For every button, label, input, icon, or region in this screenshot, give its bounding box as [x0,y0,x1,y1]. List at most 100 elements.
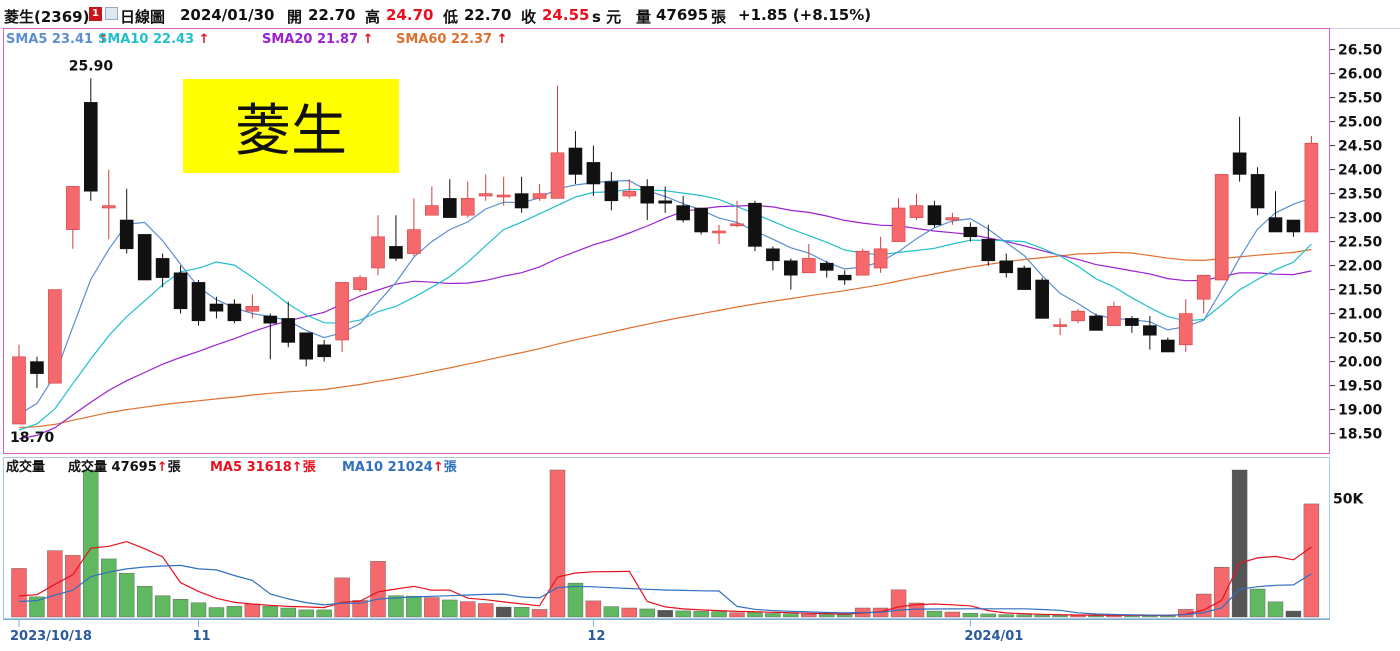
volume-bar [1178,609,1194,618]
candle [963,222,978,242]
time-tick-label: 11 [193,629,211,644]
volume-bar [280,607,296,618]
candle-body [353,277,367,290]
candle [550,85,565,199]
volume-bar [585,600,602,618]
candle-body [1250,174,1265,209]
candle-body [712,230,726,234]
ma-legend-item: SMA5 23.41 [6,32,98,47]
up-arrow-icon: ↑ [157,460,168,475]
volume-bar [316,609,332,618]
candle [281,301,296,348]
period-checkbox-icon[interactable] [105,7,118,20]
volume-bar [531,609,548,618]
price-tick-label: 22.00 [1338,259,1383,275]
volume-bar [1052,615,1068,618]
volume-bar [334,577,350,618]
volume-bar [495,606,512,618]
volume-bar [1267,601,1284,618]
alert-badge[interactable]: 1 [89,7,102,21]
time-tick-label: 12 [587,629,605,644]
volume-legend-ma10: MA10 21024 [342,460,433,475]
chart-kind-label[interactable]: 日線圖 [120,8,166,26]
low-annotation: 18.70 [10,430,55,446]
close-suffix: s 元 [592,8,622,26]
volume-bar [765,613,781,618]
volume-bar [101,558,117,618]
volume-ma10-line [18,564,1312,616]
up-arrow-icon: ↑ [433,460,444,475]
volume-bar [406,595,422,618]
volume-bar [424,597,440,618]
volume-bar [513,607,530,618]
volume-bar [1249,588,1266,618]
candle [748,200,762,252]
candle-body [1286,219,1301,233]
candle-body [478,193,493,197]
quote-date: 2024/01/30 [180,6,275,24]
stock-name: 菱生(2369) [4,8,90,26]
candle-body [622,190,637,197]
candle-body [1178,313,1193,346]
price-axis: 26.50 26.00 25.50 25.00 24.50 24.00 23.50 23.00… [1330,43,1383,443]
candle [1053,318,1067,336]
candle [1304,136,1319,233]
candle [801,244,816,274]
volume-legend-unit: 張 [168,460,182,475]
volume-bar [370,561,386,618]
candle-body [730,223,744,227]
volume-bar [118,572,135,618]
candle-body [604,181,619,202]
volume-bar [65,555,81,618]
low-value: 22.70 [464,6,512,24]
candle [676,196,690,223]
candle-body [173,272,188,310]
price-tick-label: 23.50 [1338,187,1383,203]
volume-ma5-line [18,540,1312,617]
candle-body [407,229,421,254]
high-value: 24.70 [386,6,434,24]
candle [478,174,493,201]
candle [1071,308,1085,324]
volume-bar [639,608,655,618]
candle-body [784,260,798,276]
candle-body [981,238,996,262]
volume-bar [442,599,458,618]
volume-bar [388,595,404,618]
volume-legend-value: 成交量 47695 [68,459,157,475]
price-tick-label: 25.00 [1338,115,1383,131]
volume-bar [1285,610,1302,618]
candle [712,224,726,244]
candle [1214,174,1229,281]
volume-bar [944,611,961,618]
candle [1035,277,1049,319]
volume-bars-layer [11,469,1320,618]
volume-bar [83,469,99,618]
candle [1178,299,1193,352]
volume-bar [711,611,727,618]
candle [1143,316,1157,350]
candle-body [891,207,906,242]
candle-body [84,102,98,192]
sma60-line [18,248,1312,429]
volume-bar [244,603,261,618]
candle-body [855,250,870,276]
sma20-layer [18,204,1312,440]
up-arrow-icon: ↑ [199,32,210,47]
volume-bar [460,601,476,618]
candle-body [658,200,673,204]
candle [155,253,170,288]
price-tick-label: 23.00 [1338,211,1383,227]
volume-bar [478,603,494,618]
volume-bar [998,614,1014,618]
close-label: 收 [521,8,537,26]
candle [407,198,421,256]
candle [48,289,62,384]
candle-body [48,289,62,384]
volume-bar [29,596,45,618]
candle-body [550,152,565,199]
candle-body [137,234,152,281]
candle-body [1035,279,1049,319]
volume-panel [3,457,1330,619]
candle-body [1161,339,1175,353]
